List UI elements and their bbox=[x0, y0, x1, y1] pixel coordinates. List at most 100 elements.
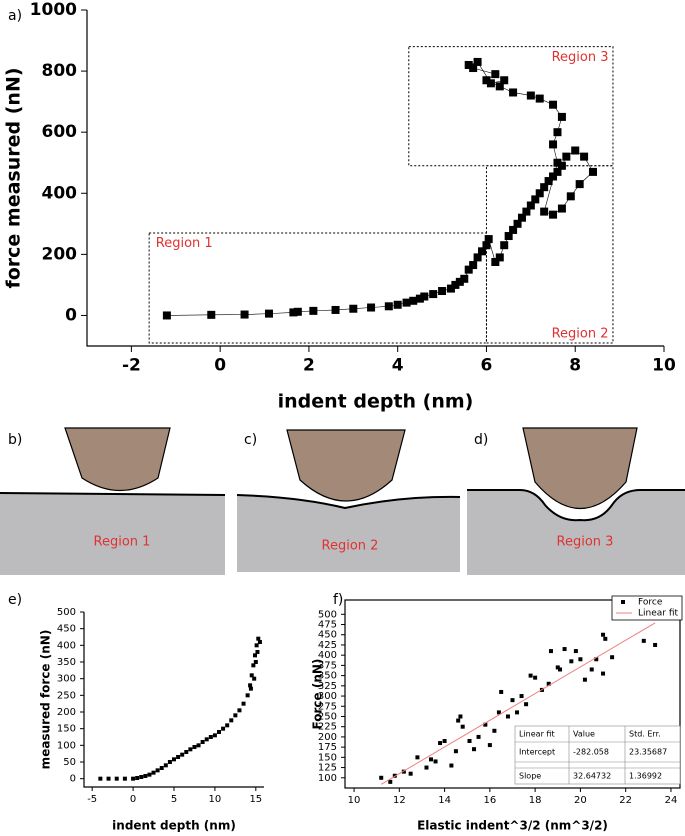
point bbox=[571, 146, 580, 155]
x-tick-label: 16 bbox=[483, 795, 496, 806]
y-tick-label: 450 bbox=[57, 624, 76, 635]
x-tick-label: 14 bbox=[438, 795, 451, 806]
point bbox=[491, 258, 500, 266]
point bbox=[433, 759, 438, 764]
point bbox=[455, 277, 464, 286]
legend-label: Linear fit bbox=[638, 609, 679, 619]
point bbox=[491, 70, 500, 79]
point bbox=[588, 167, 597, 176]
point bbox=[509, 225, 518, 234]
point bbox=[500, 241, 509, 250]
panel-label: a) bbox=[8, 8, 22, 24]
region-label: Region 3 bbox=[557, 535, 614, 550]
x-tick-label: 5 bbox=[171, 794, 177, 805]
diagram-b: b) Region 1 bbox=[0, 427, 226, 575]
region-label: Region 1 bbox=[94, 535, 151, 550]
point bbox=[159, 766, 164, 770]
point bbox=[603, 636, 608, 641]
y-tick-label: 350 bbox=[318, 671, 337, 682]
point bbox=[240, 310, 249, 319]
point bbox=[221, 726, 226, 731]
panel-label: f) bbox=[333, 592, 343, 608]
x-tick-label: 2 bbox=[303, 356, 315, 376]
point bbox=[483, 722, 488, 727]
point bbox=[424, 765, 429, 770]
y-axis-label: force measured (nN) bbox=[3, 67, 25, 288]
point bbox=[500, 76, 509, 85]
point bbox=[492, 728, 497, 733]
point bbox=[264, 309, 273, 318]
point bbox=[641, 638, 646, 643]
point bbox=[393, 300, 402, 309]
point bbox=[509, 88, 518, 97]
x-tick-label: 12 bbox=[393, 795, 406, 806]
y-axis-label: measured force (nN) bbox=[39, 630, 53, 770]
point bbox=[438, 741, 443, 746]
point bbox=[401, 769, 406, 774]
x-axis-label: indent depth (nm) bbox=[112, 819, 236, 833]
point bbox=[114, 776, 119, 781]
point bbox=[496, 710, 501, 715]
y-tick-label: 500 bbox=[318, 609, 337, 620]
point bbox=[495, 82, 504, 91]
point bbox=[420, 292, 429, 301]
point bbox=[575, 180, 584, 189]
point bbox=[495, 253, 504, 262]
point bbox=[293, 307, 302, 316]
point bbox=[557, 112, 566, 121]
table-cell: 1.36992 bbox=[629, 772, 662, 781]
y-tick-label: 0 bbox=[65, 305, 77, 325]
point bbox=[486, 79, 495, 88]
y-tick-label: 250 bbox=[57, 690, 76, 701]
point bbox=[553, 167, 562, 176]
point bbox=[147, 772, 152, 777]
table-header: Value bbox=[573, 730, 595, 739]
diagram-c: c) Region 2 bbox=[236, 429, 461, 572]
point bbox=[151, 770, 156, 775]
panel-label: d) bbox=[474, 432, 488, 448]
substrate bbox=[237, 495, 460, 572]
point bbox=[225, 723, 230, 728]
x-axis-label: indent depth (nm) bbox=[278, 391, 474, 413]
point bbox=[451, 280, 460, 289]
y-tick-label: 200 bbox=[42, 244, 78, 264]
point bbox=[499, 689, 504, 694]
point bbox=[580, 152, 589, 161]
point bbox=[208, 735, 213, 739]
y-tick-label: 100 bbox=[57, 740, 76, 751]
point bbox=[415, 294, 424, 303]
surface bbox=[0, 492, 226, 496]
x-tick-label: 15 bbox=[249, 794, 262, 805]
point bbox=[558, 667, 563, 672]
point bbox=[460, 724, 465, 729]
point bbox=[519, 694, 524, 699]
y-tick-label: 800 bbox=[42, 61, 78, 81]
point bbox=[196, 743, 201, 748]
point bbox=[522, 207, 531, 216]
point bbox=[204, 737, 209, 742]
point bbox=[594, 657, 599, 662]
point bbox=[582, 677, 587, 682]
point bbox=[553, 158, 562, 167]
x-tick-label: 0 bbox=[130, 794, 136, 805]
point bbox=[180, 752, 185, 757]
y-tick-label: 200 bbox=[57, 707, 76, 718]
y-tick-label: 125 bbox=[318, 763, 337, 774]
point bbox=[517, 213, 526, 222]
indenter bbox=[286, 429, 406, 502]
point bbox=[473, 57, 482, 66]
y-tick-label: 400 bbox=[57, 640, 76, 651]
point bbox=[510, 698, 515, 703]
y-tick-label: 425 bbox=[318, 640, 337, 651]
point bbox=[217, 730, 221, 734]
point bbox=[526, 91, 535, 100]
point bbox=[449, 763, 454, 768]
y-tick-label: 375 bbox=[318, 660, 337, 671]
point bbox=[135, 776, 140, 780]
point bbox=[555, 665, 560, 670]
point bbox=[249, 673, 254, 678]
substrate bbox=[467, 490, 685, 575]
point bbox=[207, 310, 216, 319]
point bbox=[200, 740, 205, 744]
